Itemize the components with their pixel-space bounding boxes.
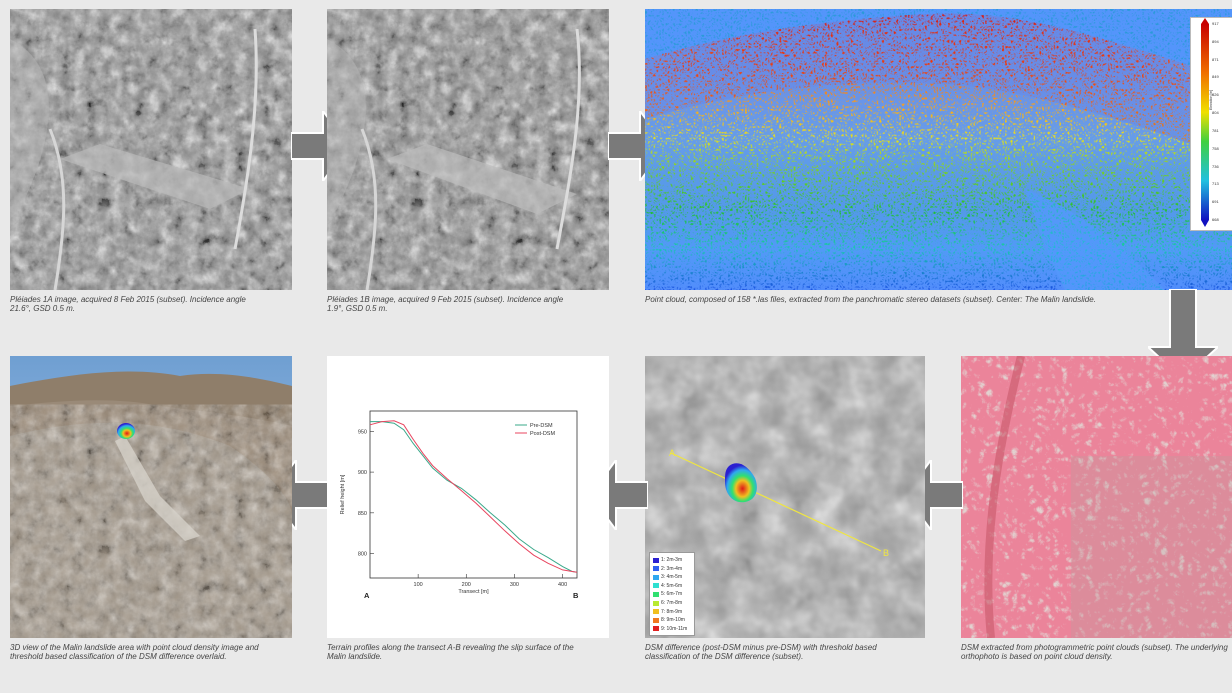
pleiades-1b-caption: Pléiades 1B image, acquired 9 Feb 2015 (… [327, 295, 564, 313]
legend-item: 2: 3m-4m [653, 565, 682, 573]
terrain-profile-chart: 100 200 300 400 800 850 900 950 Transect [m] Reli… [327, 356, 609, 638]
dsm-orthophoto-image [961, 356, 1232, 638]
dsm-difference-caption: DSM difference (post-DSM minus pre-DSM) … [645, 643, 877, 661]
legend-swatch [653, 583, 659, 589]
legend-label: 8: 9m-10m [661, 617, 685, 624]
y-tick-label: 850 [358, 511, 367, 517]
elevation-tick-label: 781 [1212, 127, 1219, 133]
elevation-tick-label: 736 [1212, 163, 1219, 169]
elevation-tick-label: 713 [1212, 181, 1219, 187]
legend-label: 2: 3m-4m [661, 565, 683, 572]
elevation-tick-label: 668 [1212, 217, 1219, 222]
series-line-pre-dsm [370, 421, 578, 573]
legend-item: 6: 7m-8m [653, 599, 682, 607]
transect-start-label: A [364, 591, 370, 600]
legend-label: Pre-DSM [530, 423, 553, 429]
elevation-ticks: 917 894 871 849 826 804 781 758 736 713 691 668 [1212, 22, 1228, 226]
elevation-legend-title: Elevation [m] [1209, 89, 1213, 110]
view-3d-caption: 3D view of the Malin landslide area with… [10, 643, 259, 661]
series-line-post-dsm [369, 420, 578, 573]
y-axis-label: Relief height [m] [340, 474, 346, 514]
elevation-tick-label: 758 [1212, 145, 1219, 151]
x-tick-label: 100 [414, 582, 423, 588]
legend-label: 6: 7m-8m [661, 600, 683, 606]
point-cloud-image: 917 894 871 849 826 804 781 758 736 713 691 668 Ele… [645, 9, 1232, 290]
pleiades-1a-image [10, 9, 292, 290]
legend-item: 9: 10m-11m [653, 625, 687, 633]
legend-item: 1: 2m-3m [653, 556, 682, 564]
legend-label: 9: 10m-11m [661, 625, 688, 632]
plot-frame [369, 410, 578, 579]
y-tick-label: 800 [358, 552, 367, 558]
legend-label: 5: 6m-7m [661, 591, 683, 598]
elevation-tick-label: 871 [1212, 56, 1219, 62]
transect-end-label: B [883, 548, 890, 558]
dsm-orthophoto-caption: DSM extracted from photogrammetric point… [961, 643, 1228, 661]
legend-item: 7: 8m-9m [653, 608, 682, 616]
legend-swatch [653, 617, 659, 623]
legend-item: 5: 6m-7m [653, 590, 682, 598]
legend-swatch [653, 557, 659, 563]
elevation-tick-label: 691 [1212, 199, 1219, 205]
elevation-tick-label: 849 [1212, 74, 1219, 80]
transect-start-label: A [669, 448, 676, 458]
legend-item: 8: 9m-10m [653, 616, 685, 624]
x-tick-label: 300 [510, 582, 519, 588]
legend-item: 3: 4m-5m [653, 573, 682, 581]
elevation-tick-label: 804 [1212, 110, 1219, 116]
pleiades-1b-image [327, 9, 609, 290]
legend-label: 4: 5m-6m [661, 582, 683, 589]
legend-label: 1: 2m-3m [661, 557, 683, 563]
elevation-legend: 917 894 871 849 826 804 781 758 736 713 691 668 Ele… [1190, 17, 1232, 231]
legend-label: 7: 8m-9m [661, 608, 683, 615]
elevation-tick-label: 894 [1212, 38, 1219, 44]
legend-swatch [653, 626, 659, 632]
elevation-tick-label: 826 [1212, 92, 1219, 98]
legend-label: Post-DSM [530, 431, 555, 437]
x-tick-label: 400 [558, 582, 567, 588]
x-tick-label: 200 [462, 582, 471, 588]
x-axis-label: Transect [m] [458, 589, 489, 595]
view-3d-image [10, 356, 292, 638]
point-cloud-caption: Point cloud, composed of 158 *.las files… [645, 295, 1096, 304]
terrain-profiles-caption: Terrain profiles along the transect A-B … [327, 643, 574, 661]
transect-line [670, 452, 882, 552]
legend-label: 3: 4m-5m [661, 574, 683, 581]
y-tick-label: 900 [358, 470, 367, 476]
legend-swatch [653, 566, 659, 572]
dsm-difference-image: A B 1: 2m-3m 2: 3m-4m 3: 4m-5m 4: 5m-6m 5: 6… [645, 356, 925, 638]
legend-item: 4: 5m-6m [653, 582, 682, 590]
dsm-difference-legend: 1: 2m-3m 2: 3m-4m 3: 4m-5m 4: 5m-6m 5: 6m-7m… [649, 552, 695, 636]
legend-swatch [653, 600, 659, 606]
legend-swatch [653, 609, 659, 615]
y-tick-label: 950 [358, 429, 367, 435]
legend-swatch [653, 591, 659, 597]
legend-swatch [653, 574, 659, 580]
elevation-tick-label: 917 [1212, 21, 1219, 26]
transect-end-label: B [573, 591, 579, 600]
pleiades-1a-caption: Pléiades 1A image, acquired 8 Feb 2015 (… [10, 295, 246, 313]
